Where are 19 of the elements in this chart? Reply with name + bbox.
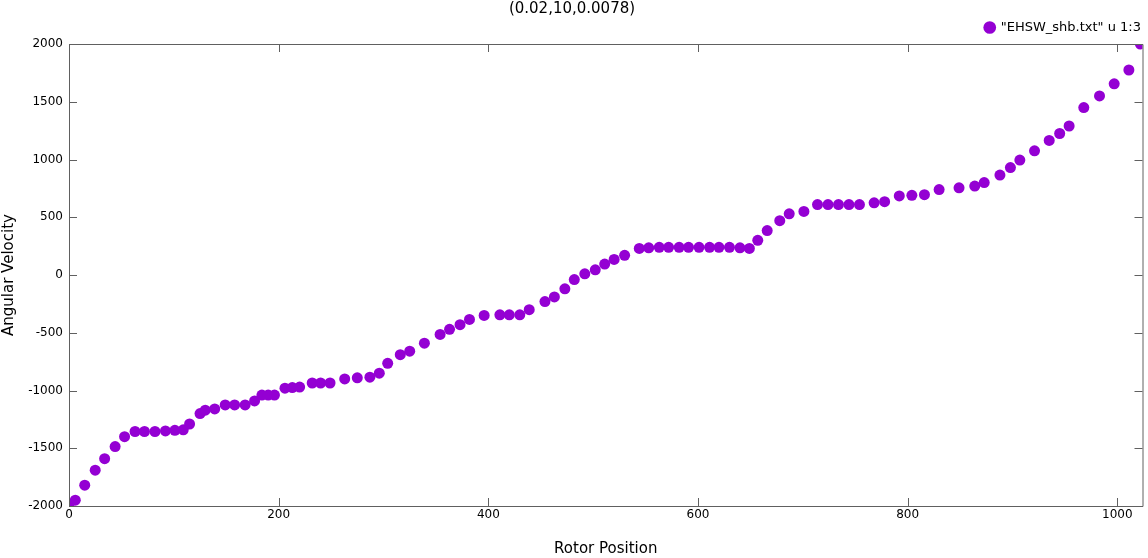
y-tick-label: -500 (35, 324, 63, 339)
y-tick-label: 0 (55, 267, 63, 282)
legend-label: "EHSW_shb.txt" u 1:3 (1000, 18, 1141, 34)
x-tick-label: 0 (65, 507, 73, 522)
y-tick-label: -2000 (28, 498, 63, 513)
x-axis-title: Rotor Position (554, 538, 658, 557)
y-tick-label: 1500 (32, 93, 63, 108)
y-tick-label: -1000 (28, 382, 63, 397)
x-tick-label: 200 (267, 507, 291, 522)
chart-title: (0.02,10,0.0078) (508, 0, 636, 17)
y-tick-label: 500 (40, 209, 63, 224)
x-tick-label: 400 (476, 507, 500, 522)
x-tick-label: 600 (686, 507, 710, 522)
x-tick-label: 1000 (1102, 507, 1133, 522)
x-tick-label: 800 (896, 507, 920, 522)
y-tick-label: 1000 (32, 151, 63, 166)
y-axis-title: Angular Velocity (0, 213, 17, 336)
y-tick-label: -1500 (28, 440, 63, 455)
y-tick-label: 2000 (32, 36, 63, 51)
